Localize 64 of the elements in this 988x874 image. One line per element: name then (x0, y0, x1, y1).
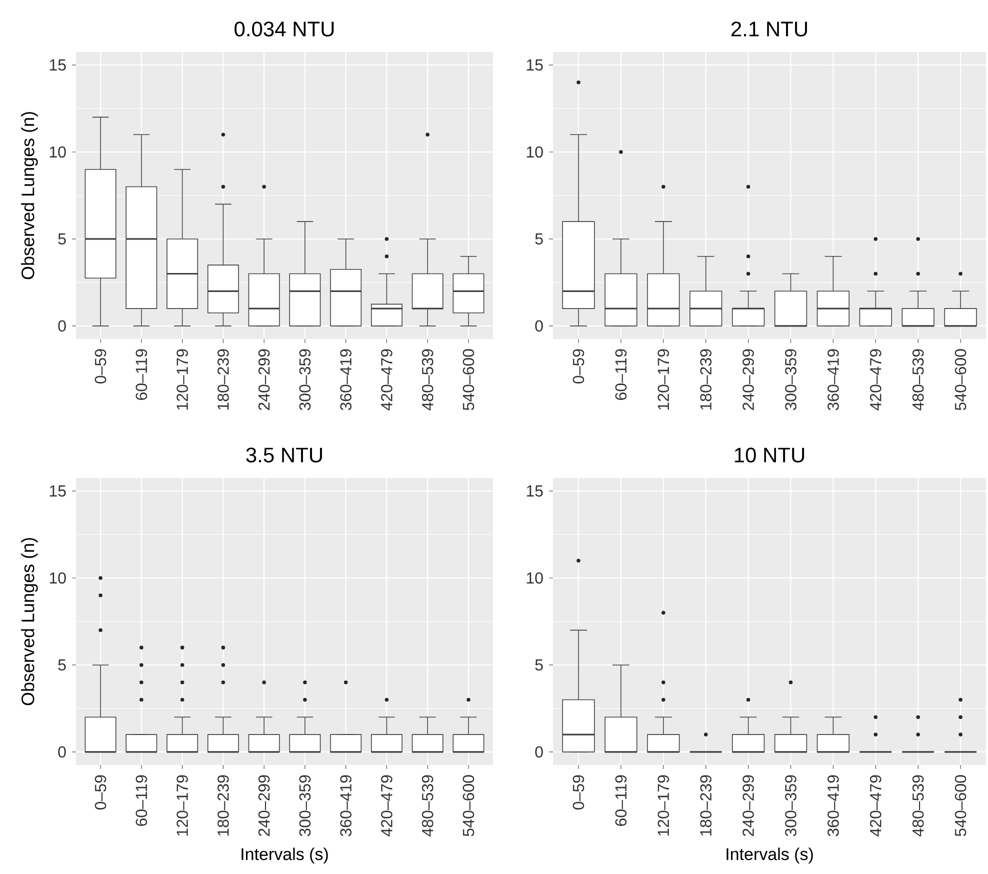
y-tick-label: 15 (526, 59, 543, 71)
y-tick-label: 10 (50, 146, 66, 158)
x-tick-label: 240–299 (742, 349, 754, 410)
x-tick-label: 120–179 (176, 349, 188, 410)
x-tick-label: 360–419 (340, 775, 352, 836)
x-tick-label: 60–119 (136, 349, 148, 400)
y-tick-label: 5 (58, 233, 66, 245)
chart-title: 3.5 NTU (246, 448, 322, 462)
x-axis-title: Intervals (s) (242, 848, 328, 864)
y-tick-label: 0 (535, 746, 543, 758)
x-tick-label: 540–600 (954, 775, 966, 836)
y-axis-title: Observed Lunges (n) (21, 538, 38, 706)
x-tick-label: 360–419 (828, 775, 839, 836)
x-tick-label: 360–419 (828, 349, 839, 410)
x-tick-label: 480–539 (422, 349, 434, 410)
x-tick-label: 0–59 (94, 349, 106, 384)
x-tick-label: 120–179 (658, 775, 670, 836)
x-tick-label: 60–119 (615, 349, 627, 400)
x-tick-label: 480–539 (912, 775, 924, 836)
x-axis-title: Intervals (s) (726, 848, 813, 864)
chart-title: 10 NTU (734, 448, 804, 462)
x-tick-label: 540–600 (462, 349, 474, 410)
x-tick-label: 480–539 (912, 349, 924, 410)
y-tick-label: 15 (50, 485, 66, 497)
x-tick-label: 0–59 (572, 349, 584, 384)
y-tick-label: 15 (50, 59, 66, 71)
x-tick-label: 420–479 (381, 349, 392, 410)
x-tick-label: 300–359 (785, 775, 796, 836)
x-tick-label: 420–479 (381, 775, 392, 836)
x-tick-label: 420–479 (870, 775, 882, 836)
x-tick-label: 180–239 (700, 775, 712, 836)
x-tick-label: 0–59 (94, 775, 106, 810)
chart-title: 2.1 NTU (731, 22, 807, 36)
x-tick-label: 240–299 (258, 349, 270, 410)
x-tick-label: 300–359 (299, 349, 311, 410)
chart-title: 0.034 NTU (234, 22, 334, 36)
x-tick-label: 180–239 (218, 775, 229, 836)
y-tick-label: 5 (535, 233, 543, 245)
x-tick-label: 300–359 (299, 775, 311, 836)
x-tick-label: 240–299 (258, 775, 270, 836)
x-tick-label: 120–179 (658, 349, 670, 410)
y-tick-label: 10 (526, 146, 543, 158)
y-axis-title: Observed Lunges (n) (21, 112, 38, 280)
y-tick-label: 0 (535, 320, 543, 332)
y-tick-label: 5 (535, 659, 543, 671)
x-tick-label: 480–539 (422, 775, 434, 836)
x-tick-label: 60–119 (136, 775, 148, 826)
x-tick-label: 120–179 (176, 775, 188, 836)
y-tick-label: 10 (526, 572, 543, 584)
x-tick-label: 360–419 (340, 349, 352, 410)
x-tick-label: 180–239 (218, 349, 229, 410)
x-tick-label: 0–59 (572, 775, 584, 810)
y-tick-label: 0 (58, 746, 66, 758)
x-tick-label: 60–119 (615, 775, 627, 826)
y-tick-label: 0 (58, 320, 66, 332)
x-tick-label: 300–359 (785, 349, 796, 410)
x-tick-label: 540–600 (462, 775, 474, 836)
x-tick-label: 180–239 (700, 349, 712, 410)
x-tick-label: 540–600 (954, 349, 966, 410)
x-tick-label: 240–299 (742, 775, 754, 836)
x-tick-label: 420–479 (870, 349, 882, 410)
y-tick-label: 10 (50, 572, 66, 584)
y-tick-label: 15 (526, 485, 543, 497)
y-tick-label: 5 (58, 659, 66, 671)
